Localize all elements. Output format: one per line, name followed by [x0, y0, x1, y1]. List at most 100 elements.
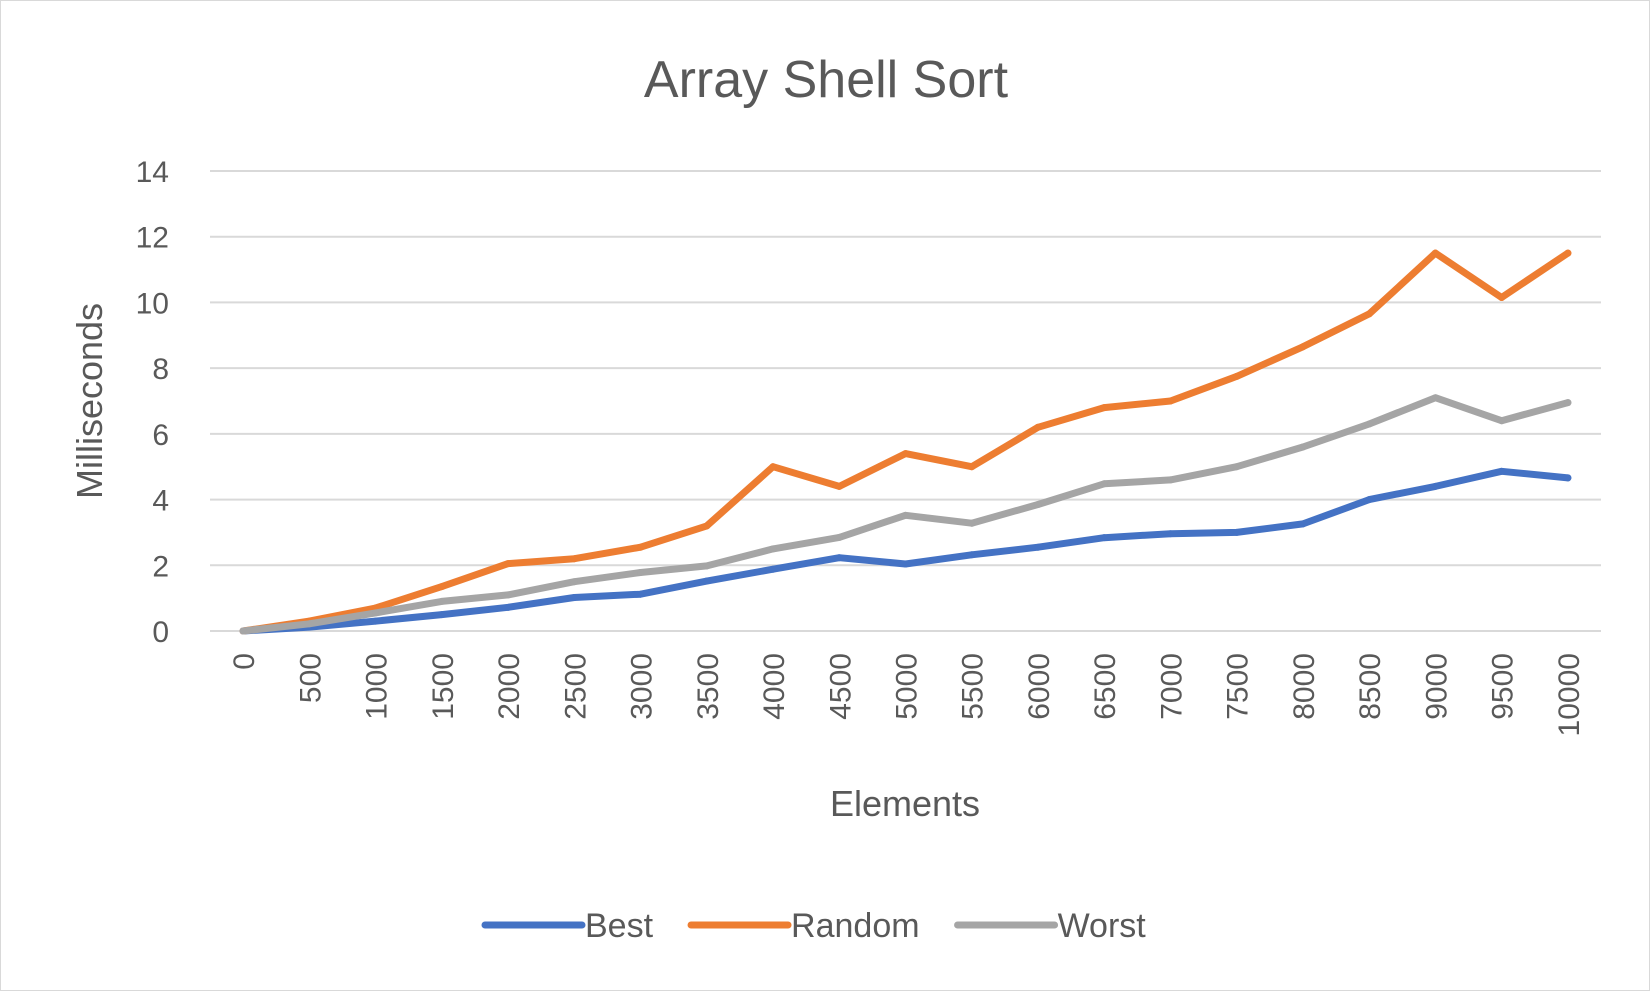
data-point-worst	[637, 569, 645, 577]
data-point-best	[703, 577, 711, 585]
x-tick-label: 0	[228, 653, 261, 670]
data-point-worst	[305, 620, 313, 628]
x-tick-label: 2500	[559, 653, 592, 720]
data-point-random	[637, 543, 645, 551]
y-tick-label: 0	[152, 616, 169, 649]
legend-item-best[interactable]: Best	[481, 907, 654, 945]
y-tick-label: 8	[152, 353, 169, 386]
data-point-best	[372, 617, 380, 625]
data-point-best	[1498, 467, 1506, 475]
data-point-random	[835, 482, 843, 490]
data-point-worst	[835, 533, 843, 541]
data-point-random	[504, 560, 512, 568]
data-point-best	[1564, 474, 1572, 482]
chart-title: Array Shell Sort	[644, 51, 1009, 109]
x-tick-label: 6500	[1089, 653, 1122, 720]
gridlines	[210, 170, 1601, 632]
data-point-random	[703, 522, 711, 530]
data-point-best	[504, 603, 512, 611]
data-point-random	[1034, 423, 1042, 431]
data-point-best	[438, 611, 446, 619]
series-line-random	[239, 249, 1572, 635]
data-point-best	[902, 560, 909, 568]
x-tick-label: 4500	[824, 653, 857, 720]
series-line-best	[239, 467, 1572, 635]
y-tick-label: 12	[136, 222, 169, 255]
y-axis-ticks: 0 2 4 6 8 10 12 14	[136, 156, 169, 649]
data-point-worst	[570, 578, 578, 586]
x-axis-ticks: 0 500 1000 1500 2000 2500 3000 3500 4000 4500 5000…	[228, 653, 1586, 736]
data-point-best	[637, 590, 645, 598]
data-point-worst	[1166, 476, 1174, 484]
data-point-random	[1498, 294, 1506, 301]
data-point-worst	[1564, 399, 1572, 407]
x-tick-label: 4000	[758, 653, 791, 720]
data-point-random	[1299, 343, 1307, 351]
x-axis-title: Elements	[830, 783, 980, 824]
data-point-worst	[1365, 420, 1373, 428]
data-point-worst	[968, 519, 976, 527]
legend-item-random[interactable]: Random	[687, 907, 920, 945]
data-point-worst	[1100, 480, 1108, 488]
data-point-worst	[1431, 394, 1439, 402]
data-point-worst	[703, 562, 711, 570]
data-point-best	[769, 565, 777, 573]
data-point-random	[1166, 397, 1174, 405]
data-point-random	[438, 583, 446, 591]
legend-label: Worst	[1058, 907, 1147, 945]
data-point-worst	[1299, 443, 1307, 451]
data-point-worst	[902, 511, 909, 519]
series-lines	[239, 249, 1572, 635]
x-tick-label: 3000	[626, 653, 659, 720]
x-tick-label: 7500	[1222, 653, 1255, 720]
x-tick-label: 9500	[1487, 653, 1520, 720]
legend-item-worst[interactable]: Worst	[954, 907, 1147, 945]
data-point-random	[1431, 249, 1439, 257]
y-axis-title: Milliseconds	[69, 303, 110, 499]
x-tick-label: 1000	[361, 653, 394, 720]
data-point-best	[1233, 528, 1241, 536]
data-point-worst	[372, 609, 380, 617]
data-point-best	[1431, 482, 1439, 490]
data-point-worst	[1498, 417, 1506, 425]
data-point-random	[769, 463, 777, 471]
data-point-random	[1233, 372, 1241, 380]
data-point-worst	[1034, 501, 1042, 508]
x-tick-label: 3500	[692, 653, 725, 720]
y-tick-label: 4	[152, 485, 169, 518]
data-point-best	[1299, 520, 1307, 528]
data-point-random	[902, 450, 909, 458]
data-point-best	[835, 554, 843, 562]
data-point-worst	[438, 597, 446, 605]
x-tick-label: 10000	[1553, 653, 1586, 736]
y-tick-label: 10	[136, 287, 169, 320]
y-tick-label: 6	[152, 419, 169, 452]
legend-label: Best	[585, 907, 654, 945]
data-point-best	[1166, 530, 1174, 538]
y-tick-label: 2	[152, 550, 169, 583]
x-tick-label: 500	[294, 653, 327, 703]
data-point-random	[1564, 249, 1572, 257]
data-point-worst	[504, 591, 512, 599]
x-tick-label: 6000	[1023, 653, 1056, 720]
x-tick-label: 5000	[891, 653, 924, 720]
legend: Best Random Worst	[481, 907, 1147, 945]
data-point-best	[1034, 543, 1042, 551]
data-point-worst	[769, 545, 777, 553]
x-tick-label: 7000	[1155, 653, 1188, 720]
x-tick-label: 8500	[1354, 653, 1387, 720]
x-tick-label: 5500	[957, 653, 990, 720]
data-point-best	[1100, 534, 1108, 542]
data-point-random	[570, 555, 578, 563]
y-tick-label: 14	[136, 156, 169, 189]
x-tick-label: 9000	[1420, 653, 1453, 720]
data-point-worst	[239, 627, 247, 635]
data-point-random	[1100, 404, 1108, 412]
x-tick-label: 2000	[493, 653, 526, 720]
data-point-best	[968, 551, 976, 559]
data-point-best	[1365, 496, 1373, 504]
legend-label: Random	[791, 907, 920, 945]
x-tick-label: 1500	[427, 653, 460, 720]
